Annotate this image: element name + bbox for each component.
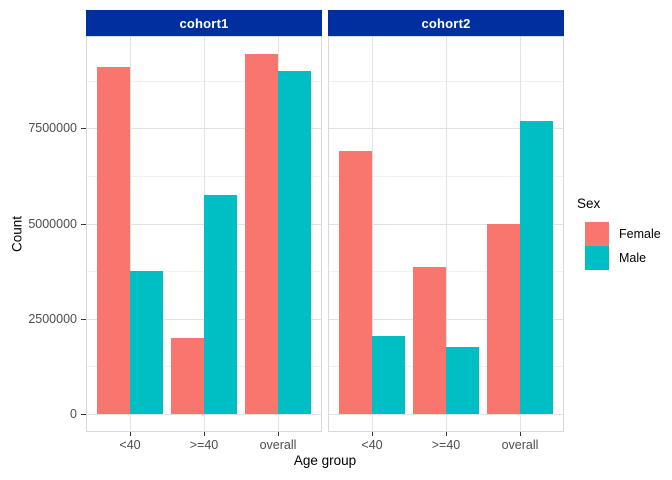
bar-cohort1-<40-male xyxy=(130,271,163,414)
legend-item-female: Female xyxy=(585,222,661,246)
y-tick-label: 2500000 xyxy=(28,312,77,326)
bar-cohort2-<40-female xyxy=(339,151,372,414)
y-tick-mark xyxy=(81,128,86,129)
y-tick-label: 5000000 xyxy=(28,217,77,231)
bar-cohort1->=40-male xyxy=(204,195,237,414)
legend-title: Sex xyxy=(577,196,601,211)
bar-cohort2->=40-female xyxy=(413,267,446,414)
y-tick-mark xyxy=(81,414,86,415)
facet-strip-cohort1: cohort1 xyxy=(86,10,322,36)
x-tick-label: >=40 xyxy=(189,438,219,452)
legend-items: Female Male xyxy=(577,222,661,270)
x-tick-mark xyxy=(204,432,205,436)
bar-cohort2->=40-male xyxy=(446,347,479,414)
bar-cohort2-overall-female xyxy=(487,224,520,414)
x-tick-mark xyxy=(372,432,373,436)
legend: Sex Female Male xyxy=(577,196,661,270)
x-tick-mark xyxy=(130,432,131,436)
bar-cohort1->=40-female xyxy=(171,338,204,414)
y-tick-mark xyxy=(81,319,86,320)
x-tick-label: <40 xyxy=(361,438,383,452)
x-tick-label: overall xyxy=(259,438,297,452)
legend-swatch-male xyxy=(585,246,609,270)
gridline-vertical xyxy=(446,37,447,431)
legend-swatch-female xyxy=(585,222,609,246)
x-tick-mark xyxy=(278,432,279,436)
bar-cohort1-overall-female xyxy=(245,54,278,414)
x-tick-label: >=40 xyxy=(431,438,461,452)
x-tick-label: <40 xyxy=(119,438,141,452)
bar-cohort2-overall-male xyxy=(520,121,553,414)
bar-cohort2-<40-male xyxy=(372,336,405,414)
x-axis-title: Age group xyxy=(293,453,357,468)
bar-cohort1-overall-male xyxy=(278,71,311,414)
facet-strip-cohort2: cohort2 xyxy=(328,10,564,36)
y-tick-label: 7500000 xyxy=(28,121,77,135)
x-tick-label: overall xyxy=(501,438,539,452)
legend-label: Male xyxy=(619,251,647,265)
x-tick-mark xyxy=(446,432,447,436)
gridline-vertical xyxy=(372,37,373,431)
legend-item-male: Male xyxy=(585,246,661,270)
y-tick-mark xyxy=(81,224,86,225)
legend-label: Female xyxy=(619,227,661,241)
y-tick-label: 0 xyxy=(70,407,77,421)
gridline-vertical xyxy=(130,37,131,431)
bar-cohort1-<40-female xyxy=(97,67,130,414)
x-tick-mark xyxy=(520,432,521,436)
